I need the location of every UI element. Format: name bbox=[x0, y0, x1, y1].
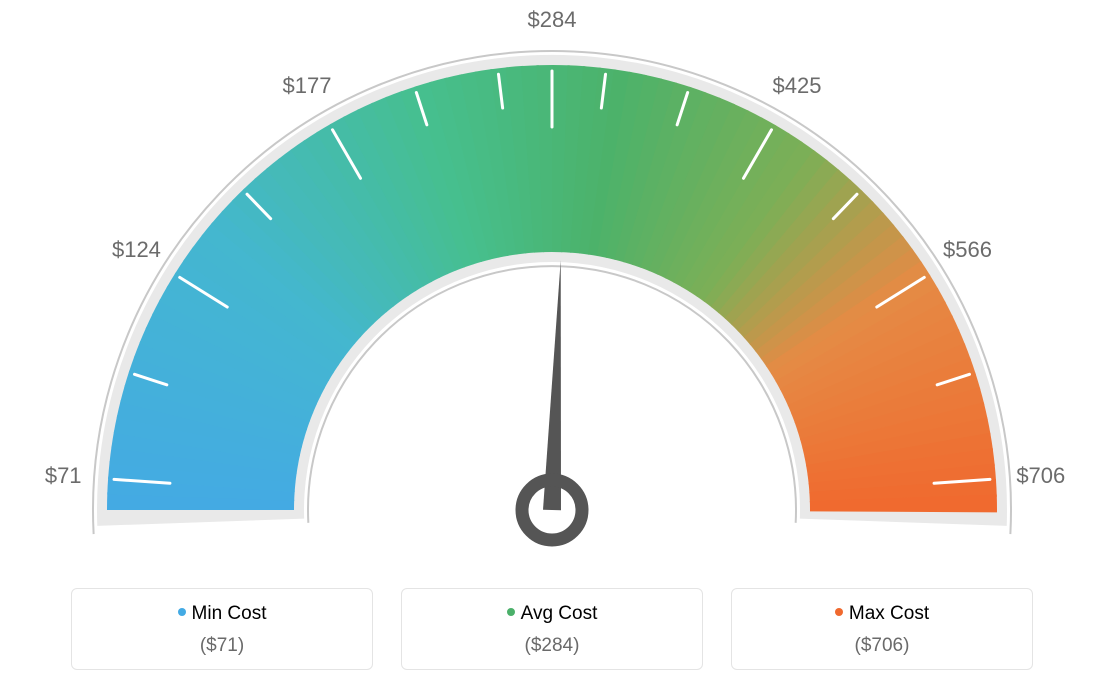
gauge-tick-label: $177 bbox=[283, 73, 332, 99]
dot-icon bbox=[835, 608, 843, 616]
legend-title-avg: Avg Cost bbox=[402, 603, 702, 625]
gauge-tick-label: $706 bbox=[1016, 463, 1065, 489]
dot-icon bbox=[178, 608, 186, 616]
legend-card-min: Min Cost ($71) bbox=[71, 588, 373, 670]
dot-icon bbox=[507, 608, 515, 616]
gauge-area: $71 $124 $177 $284 $425 $566 $706 bbox=[0, 0, 1104, 560]
gauge-tick-label: $425 bbox=[773, 73, 822, 99]
legend-title-min: Min Cost bbox=[72, 603, 372, 625]
cost-gauge-chart: $71 $124 $177 $284 $425 $566 $706 Min Cost ($7… bbox=[0, 0, 1104, 690]
legend-title-max: Max Cost bbox=[732, 603, 1032, 625]
gauge-tick-label: $284 bbox=[528, 7, 577, 33]
gauge-tick-label: $71 bbox=[45, 463, 82, 489]
legend-value-avg: ($284) bbox=[402, 635, 702, 657]
legend-card-max: Max Cost ($706) bbox=[731, 588, 1033, 670]
legend-value-max: ($706) bbox=[732, 635, 1032, 657]
gauge-tick-label: $124 bbox=[112, 237, 161, 263]
gauge-tick-label: $566 bbox=[943, 237, 992, 263]
legend-title-text: Avg Cost bbox=[521, 603, 598, 624]
legend-title-text: Max Cost bbox=[849, 603, 929, 624]
legend-card-avg: Avg Cost ($284) bbox=[401, 588, 703, 670]
gauge-svg bbox=[0, 0, 1104, 560]
legend-value-min: ($71) bbox=[72, 635, 372, 657]
legend-row: Min Cost ($71) Avg Cost ($284) Max Cost … bbox=[0, 588, 1104, 670]
legend-title-text: Min Cost bbox=[192, 603, 267, 624]
